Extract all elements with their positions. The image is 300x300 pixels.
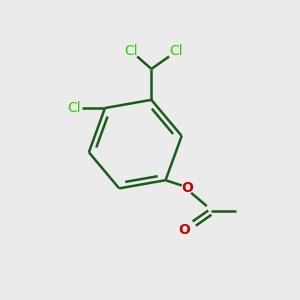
Text: Cl: Cl [169,44,183,58]
Text: O: O [178,223,190,237]
Text: O: O [182,182,194,195]
Text: Cl: Cl [124,44,138,58]
Text: Cl: Cl [67,101,81,115]
